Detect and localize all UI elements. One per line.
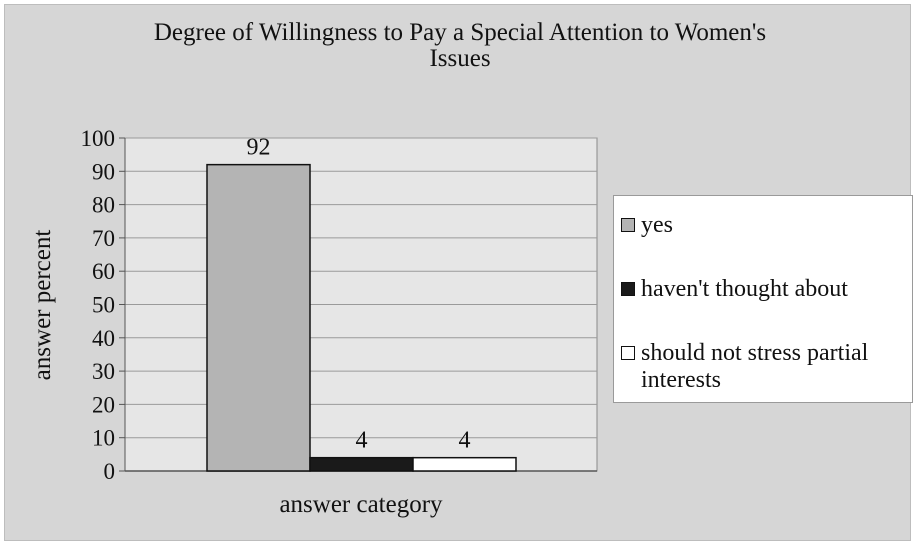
legend-swatch-should-not-stress bbox=[621, 346, 635, 360]
bar-2 bbox=[412, 456, 517, 472]
y-axis-label: answer percent bbox=[29, 230, 56, 381]
y-tick-label: 30 bbox=[92, 359, 115, 384]
y-tick-label: 50 bbox=[92, 293, 115, 318]
data-label-0: 92 bbox=[247, 135, 271, 161]
y-tick-label: 0 bbox=[104, 459, 116, 484]
legend-label-should-not-stress: should not stress partial interests bbox=[641, 340, 869, 393]
bar-1 bbox=[309, 456, 414, 472]
y-tick-label: 60 bbox=[92, 259, 115, 284]
chart-legend: yes haven't thought about should not str… bbox=[613, 195, 913, 403]
y-tick-label: 20 bbox=[92, 392, 115, 417]
y-tick-label: 80 bbox=[92, 193, 115, 218]
legend-swatch-yes bbox=[621, 218, 635, 232]
legend-swatch-havent-thought bbox=[621, 282, 635, 296]
x-axis-label: answer category bbox=[279, 491, 443, 518]
data-label-2: 4 bbox=[459, 428, 471, 454]
chart-title: Degree of Willingness to Pay a Special A… bbox=[153, 19, 767, 72]
y-tick-label: 100 bbox=[81, 126, 116, 151]
legend-label-havent-thought: haven't thought about bbox=[641, 276, 848, 302]
y-tick-label: 70 bbox=[92, 226, 115, 251]
y-tick-label: 90 bbox=[92, 159, 115, 184]
data-label-1: 4 bbox=[356, 428, 368, 454]
legend-label-yes: yes bbox=[641, 212, 673, 238]
bar-0 bbox=[206, 163, 311, 472]
y-tick-label: 40 bbox=[92, 326, 115, 351]
y-tick-label: 10 bbox=[92, 426, 115, 451]
